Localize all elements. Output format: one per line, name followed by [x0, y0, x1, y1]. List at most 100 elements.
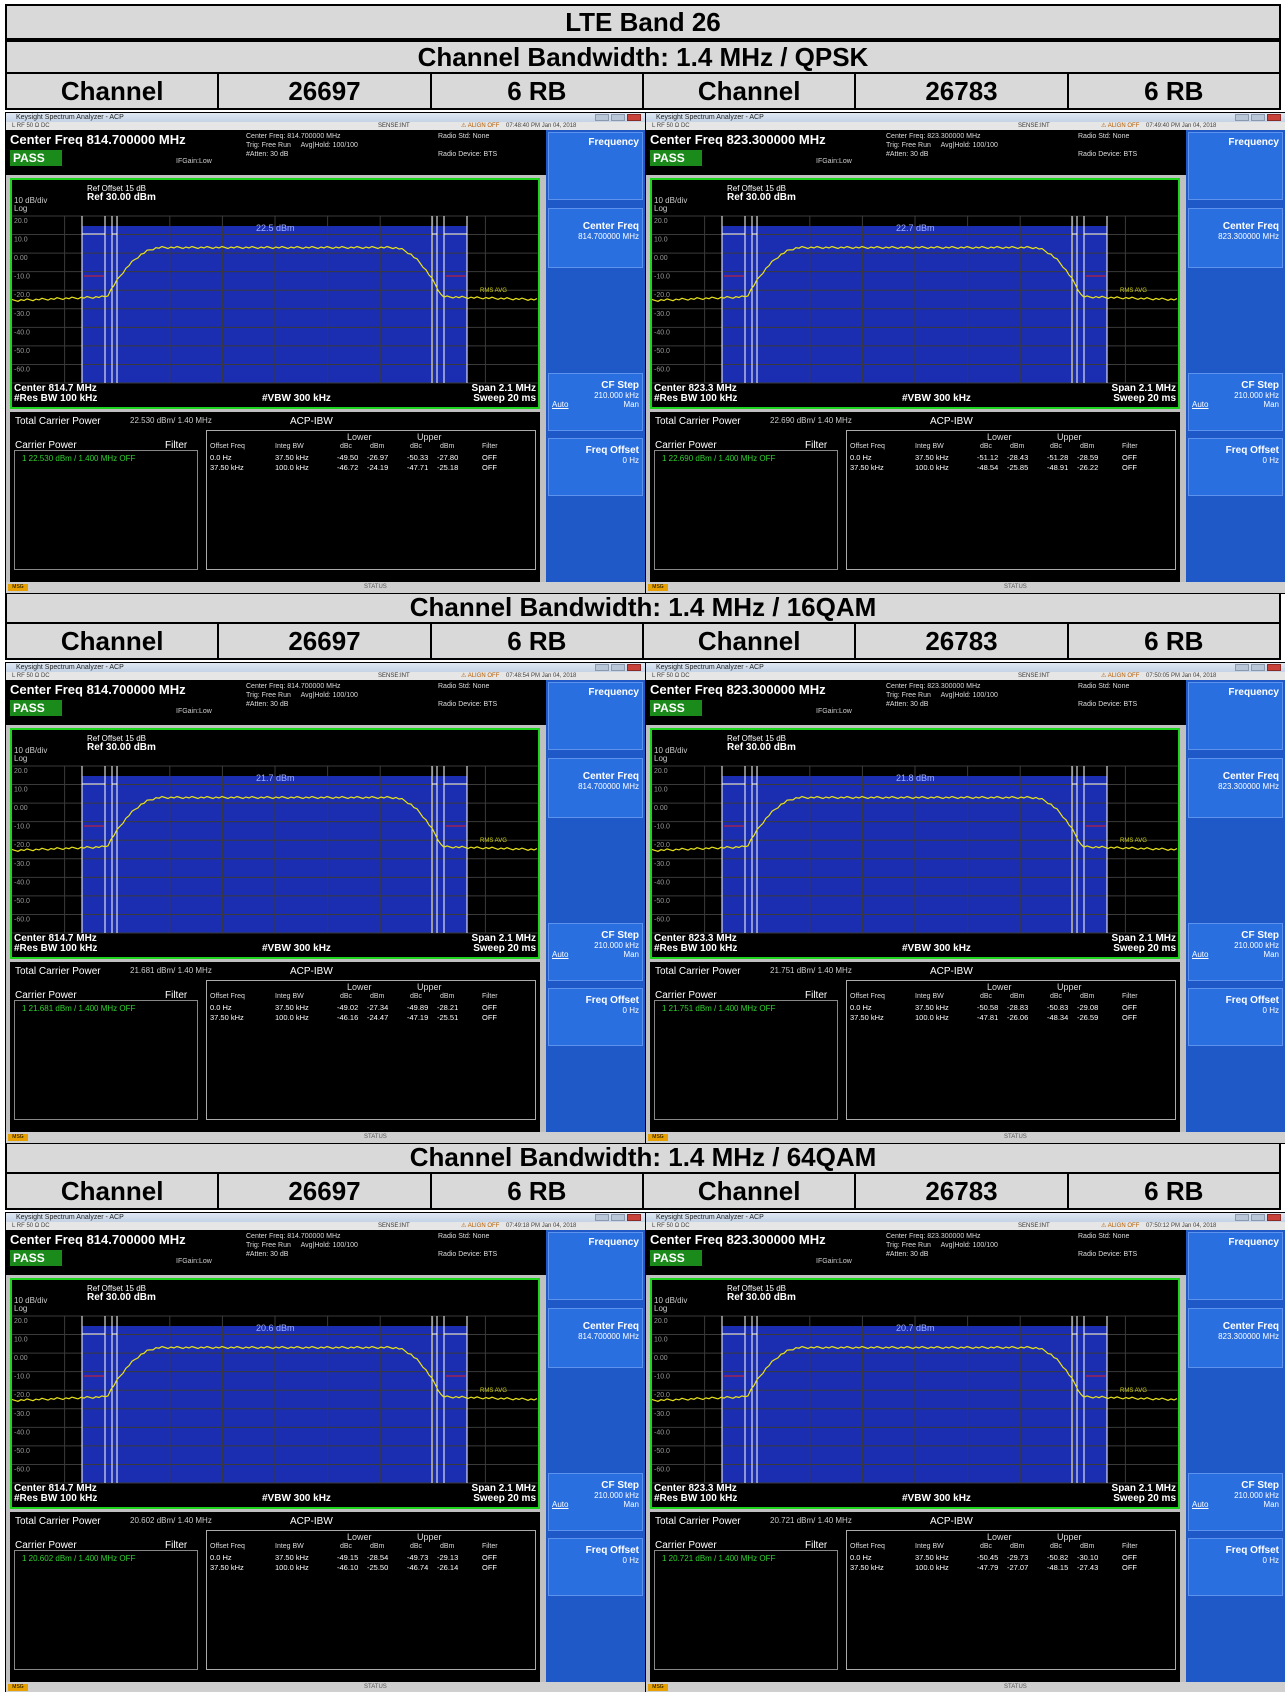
acp-table-cell: 37.50 kHz [210, 1013, 244, 1022]
msg-indicator[interactable]: MSG [648, 1684, 668, 1691]
msg-indicator[interactable]: MSG [8, 1134, 28, 1141]
man-option: Man [1263, 950, 1279, 959]
frequency-menu-title[interactable]: Frequency [1188, 682, 1283, 750]
window-title: Keysight Spectrum Analyzer - ACP [16, 664, 124, 671]
minimize-icon[interactable] [595, 114, 609, 121]
freq-offset-softkey[interactable]: Freq Offset 0 Hz [548, 438, 643, 496]
carrier-power-value: 1 21.751 dBm / 1.400 MHz OFF [662, 1004, 776, 1013]
lower-band-header: Lower [347, 1532, 372, 1542]
status-indicator[interactable]: STATUS [1004, 1684, 1027, 1690]
status-indicator[interactable]: STATUS [364, 584, 387, 590]
status-indicator[interactable]: STATUS [1004, 584, 1027, 590]
measurement-header: Center Freq 823.300000 MHz PASS IFGain:L… [646, 680, 1186, 725]
maximize-icon[interactable] [1251, 1214, 1265, 1221]
total-carrier-power-label: Total Carrier Power [15, 416, 101, 427]
carrier-power-value: 1 20.602 dBm / 1.400 MHz OFF [22, 1554, 136, 1563]
vbw-label: #VBW 300 kHz [902, 393, 971, 404]
cf-step-softkey[interactable]: CF Step 210.000 kHz Auto Man [548, 1473, 643, 1531]
freq-offset-softkey[interactable]: Freq Offset 0 Hz [1188, 988, 1283, 1046]
window-controls[interactable] [1235, 1214, 1281, 1221]
maximize-icon[interactable] [611, 664, 625, 671]
minimize-icon[interactable] [595, 664, 609, 671]
ref-level: Ref 30.00 dBm [87, 742, 156, 753]
center-freq-small: Center Freq: 814.700000 MHz [246, 683, 341, 690]
close-icon[interactable] [1267, 114, 1281, 121]
frequency-menu-title[interactable]: Frequency [548, 132, 643, 200]
freq-offset-softkey[interactable]: Freq Offset 0 Hz [548, 1538, 643, 1596]
cf-step-softkey[interactable]: CF Step 210.000 kHz Auto Man [548, 923, 643, 981]
scale-div: 10 dB/div [14, 1296, 48, 1305]
close-icon[interactable] [627, 1214, 641, 1221]
lower-band-header: Lower [347, 982, 372, 992]
acp-table-cell: -49.02 [337, 1003, 359, 1012]
carrier-power-label: Carrier Power [15, 440, 77, 451]
maximize-icon[interactable] [1251, 664, 1265, 671]
acp-column-header: Offset Freq [210, 1543, 245, 1550]
spectrum-plot: 20.0 10.0 0.00 -10.0 -20.0 -30.0 -40.0 -50.0 -60… [12, 765, 538, 934]
rbw-label: #Res BW 100 kHz [14, 943, 98, 954]
maximize-icon[interactable] [611, 1214, 625, 1221]
frequency-menu-title[interactable]: Frequency [548, 1232, 643, 1300]
center-freq-softkey[interactable]: Center Freq 814.700000 MHz [548, 1308, 643, 1368]
frequency-menu-title[interactable]: Frequency [1188, 132, 1283, 200]
acp-column-header: Offset Freq [210, 993, 245, 1000]
cf-step-softkey[interactable]: CF Step 210.000 kHz Auto Man [548, 373, 643, 431]
minimize-icon[interactable] [1235, 114, 1249, 121]
align-text: ALIGN OFF [467, 123, 500, 129]
cf-step-softkey[interactable]: CF Step 210.000 kHz Auto Man [1188, 373, 1283, 431]
cf-step-softkey[interactable]: CF Step 210.000 kHz Auto Man [1188, 1473, 1283, 1531]
center-freq-softkey[interactable]: Center Freq 814.700000 MHz [548, 758, 643, 818]
frequency-menu-title[interactable]: Frequency [548, 682, 643, 750]
window-controls[interactable] [595, 664, 641, 671]
minimize-icon[interactable] [595, 1214, 609, 1221]
maximize-icon[interactable] [611, 114, 625, 121]
close-icon[interactable] [1267, 1214, 1281, 1221]
freq-offset-softkey[interactable]: Freq Offset 0 Hz [1188, 438, 1283, 496]
channel-power-marker: 20.7 dBm [896, 1323, 935, 1333]
pass-badge: PASS [10, 700, 62, 716]
y-tick-label: -10.0 [654, 274, 670, 281]
status-indicator[interactable]: STATUS [364, 1134, 387, 1140]
center-freq-softkey[interactable]: Center Freq 814.700000 MHz [548, 208, 643, 268]
softkey-value: 814.700000 MHz [578, 232, 639, 241]
status-indicator[interactable]: STATUS [1004, 1134, 1027, 1140]
frequency-menu-label: Frequency [1228, 687, 1279, 698]
sweep-label: Sweep 20 ms [1113, 1493, 1176, 1504]
acp-table-cell: 100.0 kHz [275, 1013, 309, 1022]
y-tick-label: -20.0 [14, 1392, 30, 1399]
acp-table-cell: -29.73 [1007, 1553, 1029, 1562]
msg-indicator[interactable]: MSG [648, 1134, 668, 1141]
cf-step-softkey[interactable]: CF Step 210.000 kHz Auto Man [1188, 923, 1283, 981]
freq-offset-softkey[interactable]: Freq Offset 0 Hz [1188, 1538, 1283, 1596]
close-icon[interactable] [1267, 664, 1281, 671]
y-tick-label: -10.0 [14, 824, 30, 831]
window-controls[interactable] [1235, 114, 1281, 121]
channel-power-marker: 22.5 dBm [256, 223, 295, 233]
close-icon[interactable] [627, 664, 641, 671]
msg-indicator[interactable]: MSG [8, 584, 28, 591]
window-controls[interactable] [595, 1214, 641, 1221]
acp-column-header: dBm [440, 1543, 455, 1550]
softkey-panel: Frequency Center Freq 814.700000 MHz CF S… [546, 130, 645, 582]
window-controls[interactable] [595, 114, 641, 121]
center-freq-softkey[interactable]: Center Freq 823.300000 MHz [1188, 758, 1283, 818]
msg-indicator[interactable]: MSG [648, 584, 668, 591]
minimize-icon[interactable] [1235, 664, 1249, 671]
radio-info: Radio Std: None Radio Device: BTS [438, 682, 497, 709]
msg-indicator[interactable]: MSG [8, 1684, 28, 1691]
minimize-icon[interactable] [1235, 1214, 1249, 1221]
ref-level: Ref 30.00 dBm [87, 192, 156, 203]
status-indicator[interactable]: STATUS [364, 1684, 387, 1690]
span-label: Span 2.1 MHz [471, 1483, 536, 1494]
center-freq-softkey[interactable]: Center Freq 823.300000 MHz [1188, 1308, 1283, 1368]
center-freq-softkey[interactable]: Center Freq 823.300000 MHz [1188, 208, 1283, 268]
maximize-icon[interactable] [1251, 114, 1265, 121]
freq-offset-softkey[interactable]: Freq Offset 0 Hz [548, 988, 643, 1046]
window-controls[interactable] [1235, 664, 1281, 671]
frequency-menu-title[interactable]: Frequency [1188, 1232, 1283, 1300]
timestamp: 07:50:12 PM Jan 04, 2018 [1146, 1223, 1217, 1229]
rbw-label: #Res BW 100 kHz [14, 393, 98, 404]
acp-table-cell: 37.50 kHz [850, 1563, 884, 1572]
close-icon[interactable] [627, 114, 641, 121]
y-tick-label: -30.0 [654, 311, 670, 318]
